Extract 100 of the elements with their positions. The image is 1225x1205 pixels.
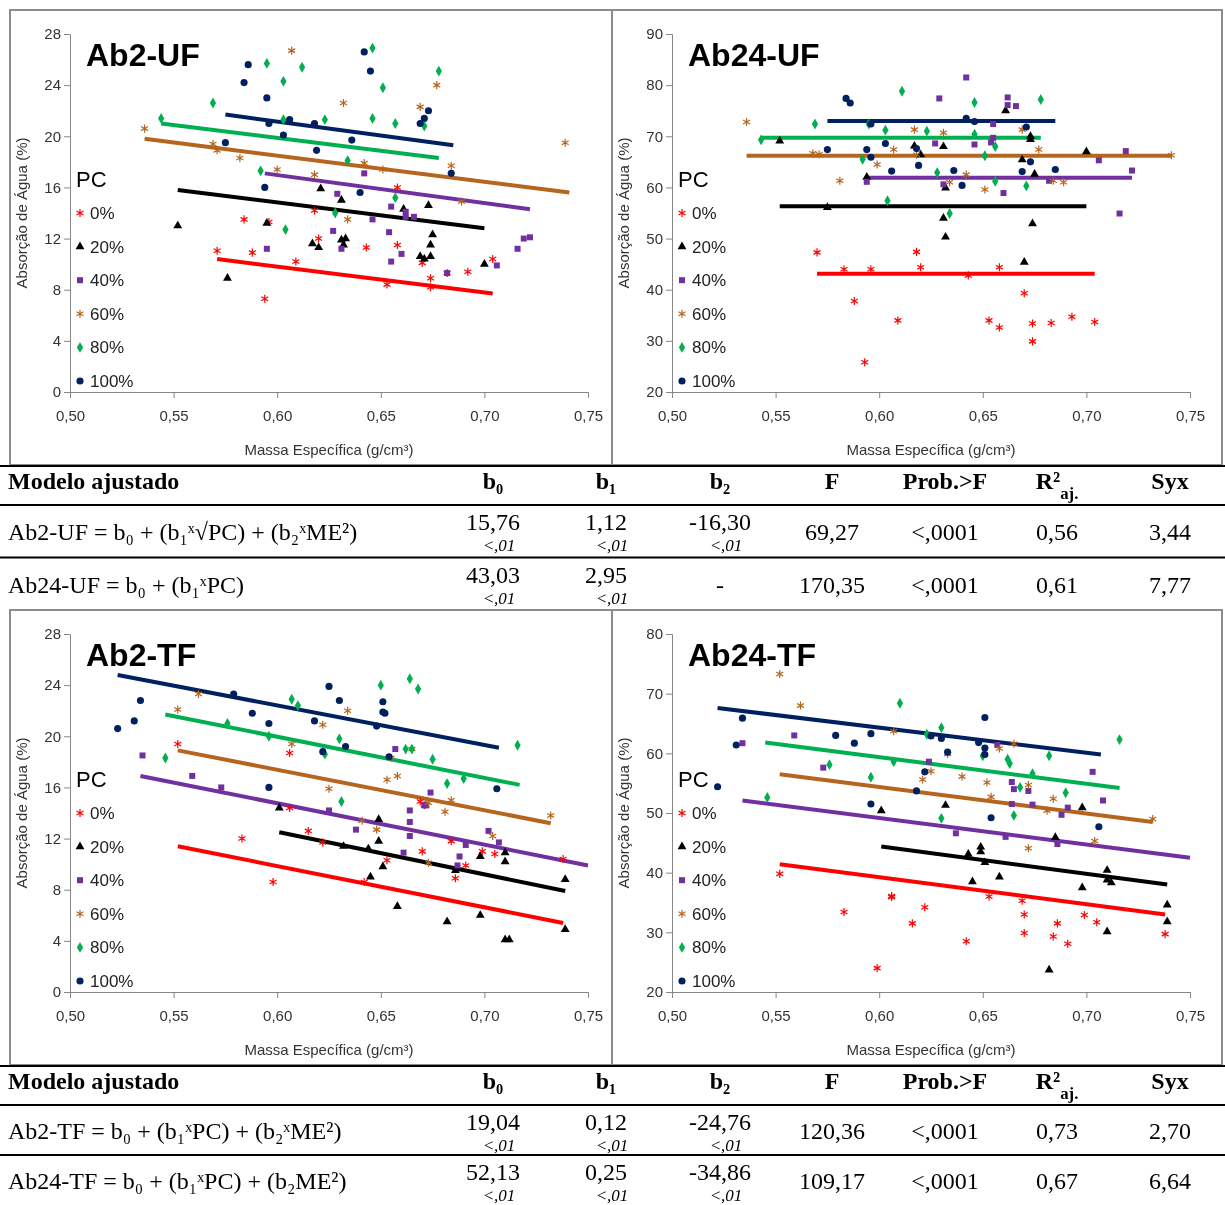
x-tick-label: 0,75 xyxy=(1175,406,1206,424)
category-label: Prob.>F xyxy=(902,1068,988,1094)
category-label: b₂ xyxy=(709,1068,731,1094)
y-tick-label: 28 xyxy=(44,25,61,43)
legend-label: 40% xyxy=(692,871,727,891)
text: -24,76 <,01 xyxy=(689,1109,751,1155)
category-label: F xyxy=(824,468,840,494)
text: <,0001 xyxy=(911,1168,979,1194)
text: 0,12 <,01 xyxy=(585,1109,629,1155)
y-tick-label: 24 xyxy=(44,76,61,94)
x-tick-label: 0,55 xyxy=(159,406,189,424)
y-axis-title: Absorção de Água (%) xyxy=(615,137,632,289)
x-tick-label: 0,65 xyxy=(366,406,396,424)
x-axis-title: Massa Específica (g/cm³) xyxy=(846,1041,1016,1058)
category-label: Modelo ajustado xyxy=(8,1068,180,1094)
y-tick-label: 12 xyxy=(44,229,61,247)
x-tick-label: 0,65 xyxy=(968,1006,998,1024)
chart-title: Ab2-TF xyxy=(86,637,197,673)
legend-label: 40% xyxy=(692,271,727,291)
y-tick-label: 20 xyxy=(44,127,61,145)
text: 43,03 <,01 xyxy=(466,561,520,608)
legend-label: 60% xyxy=(692,304,727,324)
legend-label: 80% xyxy=(692,938,727,958)
text: Ab2-TF = b₀ + (b₁ˣPC) + (b₂ˣME²) xyxy=(8,1118,342,1144)
x-tick-label: 0,70 xyxy=(470,406,500,424)
chart-title: Ab24-UF xyxy=(688,37,820,73)
y-tick-label: 8 xyxy=(52,881,61,899)
text: 6,64 xyxy=(1149,1168,1191,1194)
text: - xyxy=(716,571,724,598)
category-label: Modelo ajustado xyxy=(8,468,180,494)
y-tick-label: 0 xyxy=(52,383,61,401)
x-tick-label: 0,60 xyxy=(865,406,895,424)
text: <,0001 xyxy=(911,1118,979,1144)
y-tick-label: 40 xyxy=(646,281,663,299)
legend-title: PC xyxy=(678,767,709,792)
category-label: b₂ xyxy=(709,468,731,494)
legend-label: 40% xyxy=(90,271,125,291)
text: <,0001 xyxy=(911,519,979,546)
legend-label: 20% xyxy=(90,237,125,257)
text: 0,56 xyxy=(1036,519,1078,546)
text: -16,30 <,01 xyxy=(689,509,751,555)
x-tick-label: 0,60 xyxy=(865,1006,895,1024)
x-tick-label: 0,55 xyxy=(159,1006,189,1024)
category-label: b₀ xyxy=(482,1068,504,1094)
category-label: F xyxy=(824,1068,840,1094)
x-axis-title: Massa Específica (g/cm³) xyxy=(846,441,1016,458)
legend-label: 100% xyxy=(692,972,736,991)
legend-label: 0% xyxy=(692,804,717,823)
y-axis-title: Absorção de Água (%) xyxy=(13,137,30,289)
x-tick-label: 0,60 xyxy=(263,1006,293,1024)
text: 0,25 <,01 xyxy=(585,1159,629,1205)
y-tick-label: 70 xyxy=(646,684,663,702)
y-tick-label: 28 xyxy=(44,625,61,643)
chart-title: Ab2-UF xyxy=(86,37,200,73)
x-tick-label: 0,75 xyxy=(1175,1006,1206,1024)
y-tick-label: 16 xyxy=(44,178,61,196)
y-tick-label: 24 xyxy=(44,676,61,694)
y-tick-label: 80 xyxy=(646,76,663,94)
y-tick-label: 40 xyxy=(646,863,663,881)
x-tick-label: 0,65 xyxy=(968,406,998,424)
text: 2,95 <,01 xyxy=(585,561,629,608)
y-tick-label: 70 xyxy=(646,127,663,145)
text: 69,27 xyxy=(805,519,859,546)
legend-title: PC xyxy=(76,767,107,792)
text: 170,35 xyxy=(799,571,865,598)
text: 52,13 <,01 xyxy=(466,1159,520,1205)
legend-label: 60% xyxy=(692,904,727,924)
category-label: Prob.>F xyxy=(902,468,988,494)
text: Ab24-UF = b₀ + (b₁ˣPC) xyxy=(8,571,245,598)
y-tick-label: 16 xyxy=(44,778,61,796)
x-tick-label: 0,75 xyxy=(573,1006,604,1024)
x-tick-label: 0,50 xyxy=(657,1006,688,1024)
y-tick-label: 4 xyxy=(52,932,61,950)
text: 2,70 xyxy=(1149,1118,1191,1144)
category-label: R²$_{aj.}$ xyxy=(1035,468,1079,503)
category-label: b₁ xyxy=(595,468,617,494)
text: Ab24-TF = b₀ + (b₁ˣPC) + (b₂ME²) xyxy=(8,1168,347,1194)
y-tick-label: 50 xyxy=(646,229,663,247)
y-tick-label: 60 xyxy=(646,744,663,762)
x-tick-label: 0,65 xyxy=(366,1006,396,1024)
x-tick-label: 0,50 xyxy=(55,1006,86,1024)
x-tick-label: 0,50 xyxy=(55,406,86,424)
x-axis-title: Massa Específica (g/cm³) xyxy=(244,441,414,458)
y-tick-label: 80 xyxy=(646,625,663,643)
text: 7,77 xyxy=(1149,571,1191,598)
text: 1,12 <,01 xyxy=(585,509,629,555)
text: 120,36 xyxy=(799,1118,865,1144)
category-label: b₁ xyxy=(595,1068,617,1094)
text: 109,17 xyxy=(799,1168,865,1194)
legend-label: 100% xyxy=(90,972,134,991)
y-tick-label: 90 xyxy=(646,25,663,43)
legend-label: 100% xyxy=(90,372,134,391)
legend-label: 0% xyxy=(692,204,717,223)
y-tick-label: 50 xyxy=(646,804,663,822)
text: 0,61 xyxy=(1036,571,1078,598)
legend-label: 80% xyxy=(90,338,125,358)
legend-label: 20% xyxy=(692,237,727,257)
y-tick-label: 20 xyxy=(646,383,663,401)
legend-label: 100% xyxy=(692,372,736,391)
y-tick-label: 60 xyxy=(646,178,663,196)
